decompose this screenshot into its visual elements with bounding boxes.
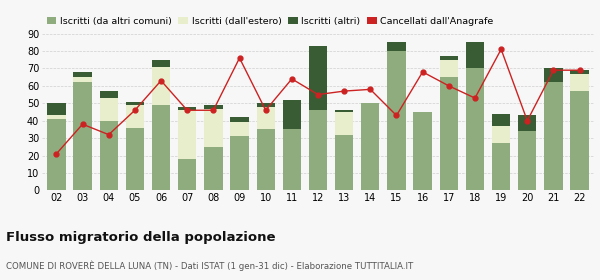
Bar: [361, 103, 379, 190]
Bar: [73, 72, 92, 77]
Bar: [126, 105, 144, 128]
Bar: [152, 60, 170, 67]
Bar: [178, 107, 196, 110]
Bar: [126, 102, 144, 105]
Bar: [335, 110, 353, 112]
Bar: [100, 121, 118, 190]
Bar: [47, 119, 65, 190]
Bar: [388, 42, 406, 51]
Legend: Iscritti (da altri comuni), Iscritti (dall'estero), Iscritti (altri), Cancellati: Iscritti (da altri comuni), Iscritti (da…: [47, 17, 494, 26]
Bar: [204, 147, 223, 190]
Bar: [100, 91, 118, 98]
Bar: [492, 114, 510, 126]
Bar: [466, 42, 484, 68]
Bar: [544, 82, 563, 190]
Bar: [47, 115, 65, 119]
Bar: [283, 129, 301, 190]
Bar: [492, 126, 510, 143]
Bar: [571, 91, 589, 190]
Bar: [335, 112, 353, 135]
Bar: [230, 136, 248, 190]
Bar: [73, 82, 92, 190]
Bar: [440, 60, 458, 77]
Bar: [257, 129, 275, 190]
Bar: [152, 105, 170, 190]
Bar: [47, 103, 65, 115]
Text: Flusso migratorio della popolazione: Flusso migratorio della popolazione: [6, 231, 275, 244]
Bar: [571, 70, 589, 74]
Bar: [230, 117, 248, 122]
Bar: [309, 110, 327, 190]
Bar: [126, 128, 144, 190]
Bar: [518, 131, 536, 190]
Bar: [335, 135, 353, 190]
Bar: [178, 110, 196, 159]
Bar: [440, 77, 458, 190]
Bar: [73, 77, 92, 82]
Text: COMUNE DI ROVERÈ DELLA LUNA (TN) - Dati ISTAT (1 gen-31 dic) - Elaborazione TUTT: COMUNE DI ROVERÈ DELLA LUNA (TN) - Dati …: [6, 260, 413, 271]
Bar: [413, 112, 432, 190]
Bar: [309, 46, 327, 110]
Bar: [492, 143, 510, 190]
Bar: [466, 68, 484, 190]
Bar: [230, 122, 248, 136]
Bar: [178, 159, 196, 190]
Bar: [388, 51, 406, 190]
Bar: [283, 100, 301, 129]
Bar: [204, 109, 223, 147]
Bar: [518, 115, 536, 131]
Bar: [204, 105, 223, 109]
Bar: [257, 107, 275, 129]
Bar: [544, 68, 563, 82]
Bar: [100, 98, 118, 121]
Bar: [571, 74, 589, 91]
Bar: [257, 103, 275, 107]
Bar: [440, 56, 458, 60]
Bar: [152, 67, 170, 105]
